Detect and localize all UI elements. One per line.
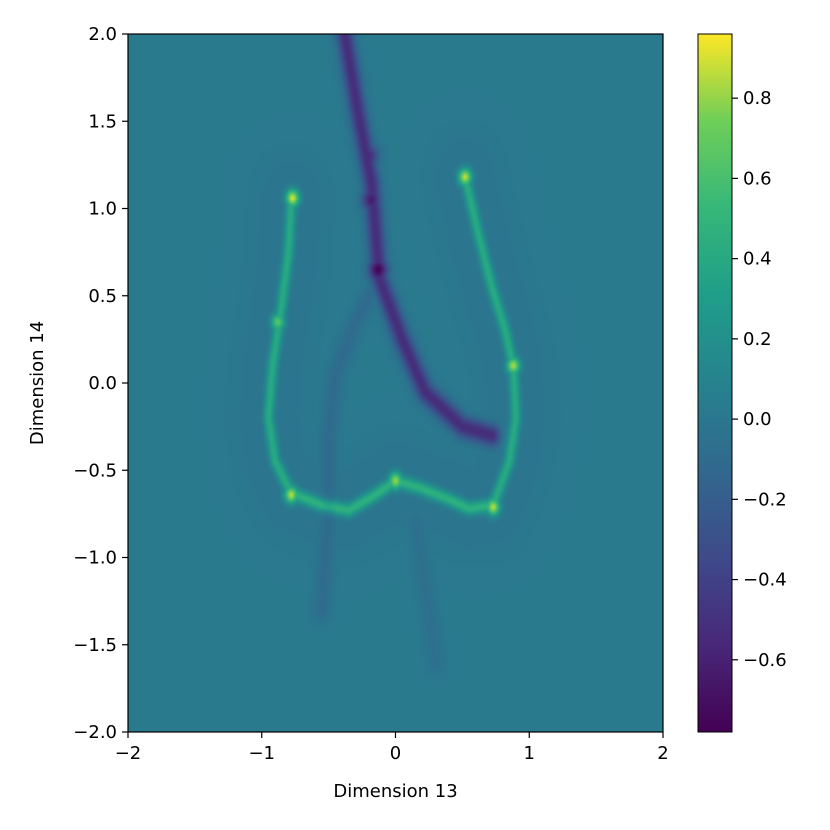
colorbar-tick-label: 0.2 <box>743 329 772 350</box>
colorbar-ticks: −0.6 −0.4 −0.2 0.0 0.2 0.4 0.6 0.8 <box>732 88 787 671</box>
x-axis: −2 −1 0 1 2 <box>115 732 669 764</box>
x-tick-label: −2 <box>115 743 142 764</box>
x-tick-label: −1 <box>248 743 275 764</box>
x-tick-label: 1 <box>524 743 535 764</box>
colorbar-tick-label: 0.6 <box>743 168 772 189</box>
colorbar-tick-label: −0.2 <box>743 489 787 510</box>
colorbar-tick-label: 0.8 <box>743 88 772 109</box>
y-axis-label: Dimension 14 <box>27 321 48 445</box>
y-tick-label: −1.5 <box>73 635 117 656</box>
y-tick-label: 0.5 <box>88 286 117 307</box>
colorbar-tick-label: 0.0 <box>743 409 772 430</box>
x-axis-label: Dimension 13 <box>333 781 457 802</box>
y-tick-label: 1.0 <box>88 199 117 220</box>
colorbar-tick-label: 0.4 <box>743 249 772 270</box>
y-tick-label: −1.0 <box>73 548 117 569</box>
y-tick-label: −2.0 <box>73 722 117 743</box>
y-tick-label: 1.5 <box>88 111 117 132</box>
colorbar-tick-label: −0.4 <box>743 570 787 591</box>
y-axis: −2.0 −1.5 −1.0 −0.5 0.0 0.5 1.0 1.5 2.0 <box>73 24 128 743</box>
colorbar: −0.6 −0.4 −0.2 0.0 0.2 0.4 0.6 0.8 <box>697 33 787 733</box>
heatmap-image <box>128 34 663 732</box>
x-tick-label: 2 <box>657 743 668 764</box>
colorbar-gradient <box>697 33 733 733</box>
colorbar-tick-label: −0.6 <box>743 650 787 671</box>
y-tick-label: 2.0 <box>88 24 117 45</box>
heatmap-plot-area <box>127 33 664 733</box>
y-tick-label: −0.5 <box>73 460 117 481</box>
y-tick-label: 0.0 <box>88 373 117 394</box>
x-tick-label: 0 <box>390 743 401 764</box>
